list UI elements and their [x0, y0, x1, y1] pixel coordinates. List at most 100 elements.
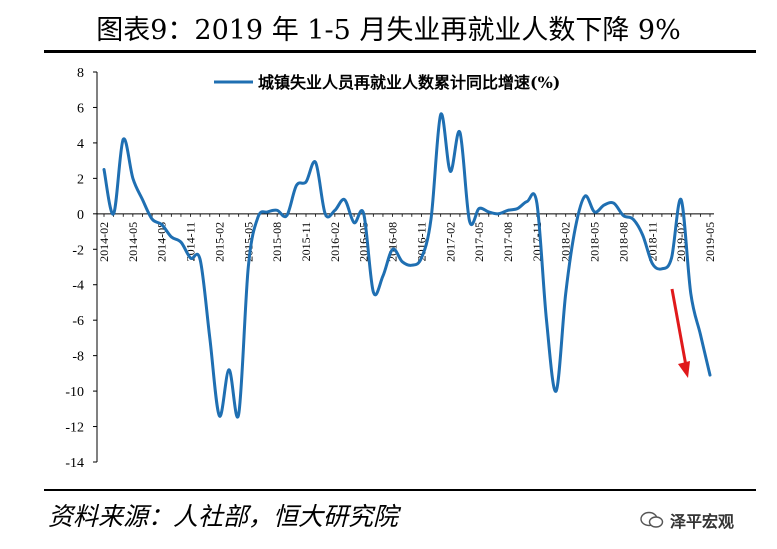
x-tick-label: 2017-08 [501, 222, 515, 262]
data-point [622, 214, 625, 217]
data-point [439, 113, 442, 116]
data-point [381, 274, 384, 277]
x-tick-label: 2014-08 [155, 222, 169, 262]
data-point [670, 257, 673, 260]
data-point [680, 198, 683, 201]
data-point [131, 177, 134, 180]
data-point [314, 161, 317, 164]
data-point [641, 234, 644, 237]
data-point [660, 267, 663, 270]
legend-label: 城镇失业人员再就业人数累计同比增速(%) [258, 73, 560, 92]
x-tick-label: 2018-05 [588, 222, 602, 262]
data-point [410, 264, 413, 267]
data-point [179, 241, 182, 244]
data-point [516, 207, 519, 210]
y-tick-label: 0 [77, 208, 84, 223]
data-point [709, 374, 712, 377]
data-point [247, 266, 250, 269]
y-tick-label: -8 [72, 350, 84, 365]
wechat-logo-icon [640, 511, 664, 528]
data-point [276, 209, 279, 212]
data-point [545, 319, 548, 322]
data-point [141, 198, 144, 201]
y-tick-label: -10 [65, 385, 84, 400]
y-tick-labels: 8 6 4 2 0 -2 -4 -6 -8 -10 -12 -14 [65, 66, 84, 471]
x-tick-label: 2015-08 [270, 222, 284, 262]
data-point [612, 202, 615, 205]
title-rule [44, 50, 756, 53]
x-tick-label: 2015-02 [212, 222, 226, 262]
chart-title: 图表9：2019 年 1-5 月失业再就业人数下降 9% [96, 15, 681, 46]
x-tick-label: 2018-08 [616, 222, 630, 262]
series-layer [102, 112, 712, 419]
data-point [170, 235, 173, 238]
data-point [651, 262, 654, 265]
data-point [593, 211, 596, 214]
chart-axes [96, 72, 714, 462]
data-point [526, 200, 529, 203]
data-point [343, 198, 346, 201]
y-tick-label: -6 [72, 314, 84, 329]
data-point [420, 257, 423, 260]
data-point [228, 368, 231, 371]
data-point [189, 257, 192, 260]
data-point [478, 207, 481, 210]
data-point [507, 209, 510, 212]
x-tick-label: 2014-05 [126, 222, 140, 262]
data-point [487, 211, 490, 214]
x-tick-label: 2015-05 [241, 222, 255, 262]
y-tick-label: 6 [77, 101, 84, 116]
data-point [632, 218, 635, 221]
data-point [333, 209, 336, 212]
data-point [285, 214, 288, 217]
data-point [391, 248, 394, 251]
y-tick-label: -4 [72, 279, 84, 294]
y-tick-label: 4 [77, 137, 84, 152]
data-point [555, 390, 558, 393]
y-tick-label: 2 [77, 172, 84, 187]
x-tick-label: 2017-05 [472, 222, 486, 262]
watermark: 泽平宏观 [640, 508, 734, 532]
annotation-layer [670, 288, 690, 378]
data-point [103, 168, 106, 171]
data-point [305, 180, 308, 183]
x-tick-label: 2015-11 [299, 222, 313, 262]
data-point [237, 413, 240, 416]
x-tick-label: 2017-02 [443, 222, 457, 262]
data-point [208, 336, 211, 339]
y-tick-label: -14 [65, 456, 84, 471]
data-point [430, 218, 433, 221]
data-point [353, 221, 356, 224]
y-tick-label: -12 [65, 421, 84, 436]
data-point [497, 212, 500, 215]
data-point [256, 216, 259, 219]
data-point [199, 258, 202, 261]
data-point [266, 211, 269, 214]
data-point [603, 203, 606, 206]
source-text: 资料来源：人社部，恒大研究院 [48, 502, 399, 531]
source-rule [44, 489, 756, 491]
x-tick-label: 2016-02 [328, 222, 342, 262]
data-point [449, 170, 452, 173]
data-point [362, 212, 365, 215]
data-point [583, 195, 586, 198]
tick-marks [93, 71, 711, 463]
data-point [295, 184, 298, 187]
data-point [699, 333, 702, 336]
watermark-label: 泽平宏观 [670, 512, 735, 531]
data-point [468, 219, 471, 222]
data-point [112, 212, 115, 215]
data-point [372, 290, 375, 293]
data-point [401, 260, 404, 263]
y-tick-label: 8 [77, 66, 84, 81]
data-point [689, 292, 692, 295]
data-point [574, 227, 577, 230]
data-point [122, 138, 125, 141]
data-point [160, 223, 163, 226]
legend: 城镇失业人员再就业人数累计同比增速(%) [214, 73, 560, 92]
data-point [218, 414, 221, 417]
data-point [458, 131, 461, 134]
data-point [151, 218, 154, 221]
red-arrow-shaft [670, 288, 688, 367]
